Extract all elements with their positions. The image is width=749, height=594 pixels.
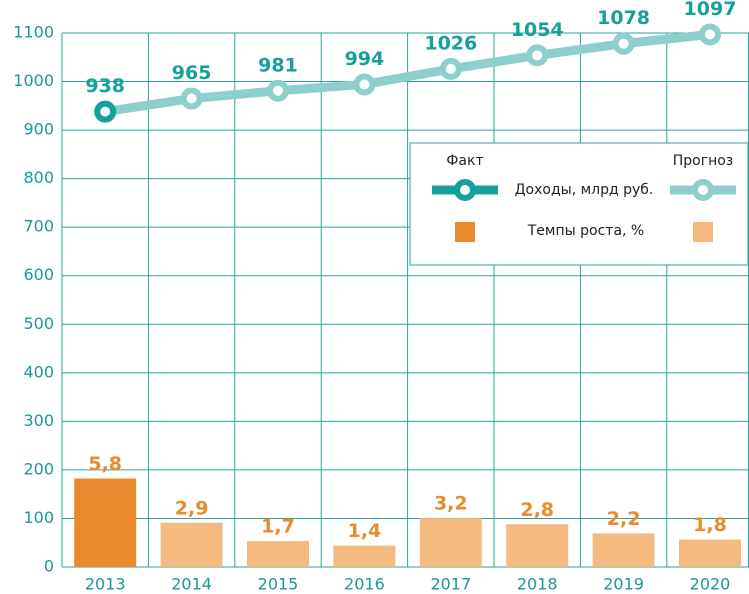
y-tick-label: 1100 [13, 23, 54, 42]
y-tick-label: 500 [23, 314, 54, 333]
line-value-label: 1026 [424, 32, 477, 54]
legend-label: Темпы роста, % [527, 223, 644, 239]
y-tick-label: 100 [23, 508, 54, 527]
bar-value-label: 2,2 [607, 508, 641, 530]
bar-value-label: 5,8 [88, 453, 122, 475]
bar-value-label: 1,8 [693, 514, 727, 536]
bar [333, 545, 396, 567]
y-tick-label: 0 [44, 557, 54, 576]
line-marker [612, 32, 635, 55]
x-tick-label: 2017 [430, 575, 471, 594]
y-tick-label: 300 [23, 411, 54, 430]
bar-value-label: 2,9 [175, 497, 209, 519]
x-tick-label: 2018 [517, 575, 558, 594]
line-value-label: 1078 [597, 7, 650, 29]
line-value-label: 965 [172, 62, 212, 84]
y-tick-label: 900 [23, 120, 54, 139]
bar-value-label: 1,7 [261, 516, 295, 538]
legend-marker [454, 179, 476, 201]
line-marker [267, 79, 289, 102]
legend-swatch [455, 222, 475, 242]
line-value-label: 981 [258, 54, 298, 76]
y-tick-label: 400 [23, 362, 54, 381]
line-marker [180, 87, 203, 110]
bar [679, 539, 741, 567]
x-tick-label: 2020 [690, 575, 731, 594]
legend-fact: Факт [446, 153, 483, 169]
legend-box [409, 142, 749, 266]
line-value-label: 994 [345, 48, 385, 70]
legend-marker [692, 179, 714, 201]
bar-value-label: 2,8 [520, 499, 554, 521]
bar-value-label: 3,2 [434, 493, 468, 515]
y-tick-label: 200 [23, 459, 54, 478]
legend-swatch [693, 222, 713, 242]
bar [592, 533, 655, 567]
legend-label: Доходы, млрд руб. [515, 182, 654, 198]
x-tick-label: 2019 [603, 575, 644, 594]
bar [160, 522, 223, 567]
line-marker [526, 44, 549, 67]
line-marker [353, 73, 376, 96]
bar [506, 524, 569, 567]
y-tick-label: 1000 [13, 71, 54, 90]
y-tick-label: 800 [23, 168, 54, 187]
bar [247, 541, 309, 567]
legend-forecast: Прогноз [673, 153, 734, 169]
x-tick-label: 2015 [258, 575, 299, 594]
bar-value-label: 1,4 [348, 520, 382, 542]
bar [74, 478, 137, 567]
y-tick-label: 700 [23, 217, 54, 236]
line-value-label: 938 [85, 75, 125, 97]
line-marker [94, 100, 117, 123]
bar [419, 518, 482, 567]
line-value-label: 1054 [511, 19, 564, 41]
x-tick-label: 2016 [344, 575, 385, 594]
line [100, 29, 715, 117]
line-value-label: 1097 [684, 0, 737, 20]
x-tick-label: 2013 [85, 575, 126, 594]
x-tick-label: 2014 [171, 575, 212, 594]
line-marker [439, 57, 462, 80]
y-tick-label: 600 [23, 265, 54, 284]
line-marker [699, 23, 721, 46]
